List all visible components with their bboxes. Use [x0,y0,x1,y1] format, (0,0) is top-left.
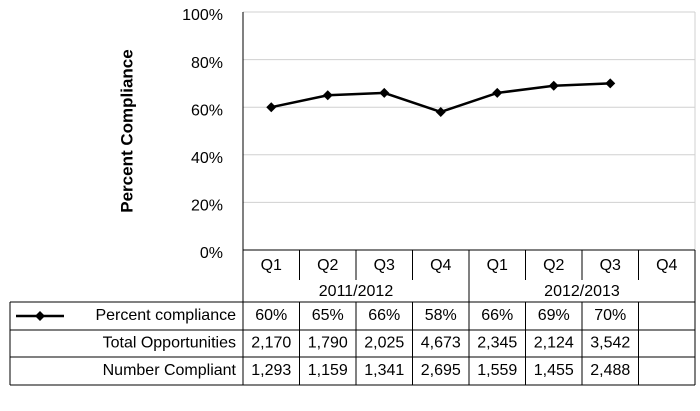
y-tick-label: 20% [191,198,223,215]
x-tick-label: Q3 [374,257,395,274]
table-cell: 2,170 [251,335,291,352]
point-marker [548,80,559,91]
table-cell: 2,124 [534,335,574,352]
table-value: 66% [481,307,513,324]
group-label: 2011/2012 [319,283,394,300]
table-cell: 2,345 [477,335,517,352]
table-cell: 2,695 [421,362,461,379]
table-value: 69% [538,307,570,324]
group-label: 2012/2013 [544,283,620,300]
row-label: Total Opportunities [103,335,236,352]
x-tick-label: Q4 [430,257,451,274]
row-label: Number Compliant [103,362,237,379]
x-tick-label: Q1 [261,257,282,274]
y-axis-title: Percent Compliance [117,49,136,212]
point-marker [605,78,616,89]
y-tick-label: 80% [191,55,223,72]
y-tick-label: 40% [191,150,223,167]
table-cell: 4,673 [421,335,461,352]
table-cell: 1,159 [308,362,348,379]
table-value: 65% [312,307,344,324]
point-marker [492,87,503,98]
point-marker [435,106,446,117]
table-cell: 3,542 [590,335,630,352]
table-cell: 2,488 [590,362,630,379]
x-tick-label: Q1 [487,257,508,274]
point-marker [266,102,277,113]
point-marker [322,90,333,101]
y-tick-label: 60% [191,102,223,119]
table-value: 60% [255,307,287,324]
table-cell: 1,341 [364,362,404,379]
legend-label: Percent compliance [95,307,236,324]
point-marker [379,87,390,98]
legend-marker [35,311,45,321]
table-cell: 2,025 [364,335,404,352]
table-value: 70% [594,307,626,324]
x-tick-label: Q4 [656,257,677,274]
x-tick-label: Q3 [600,257,621,274]
table-cell: 1,559 [477,362,517,379]
y-tick-label: 100% [182,7,223,24]
table-cell: 1,293 [251,362,291,379]
x-tick-label: Q2 [317,257,338,274]
table-value: 66% [368,307,400,324]
table-cell: 1,790 [308,335,348,352]
table-value: 58% [425,307,457,324]
y-tick-label: 0% [200,245,223,262]
x-tick-label: Q2 [543,257,564,274]
table-cell: 1,455 [534,362,574,379]
